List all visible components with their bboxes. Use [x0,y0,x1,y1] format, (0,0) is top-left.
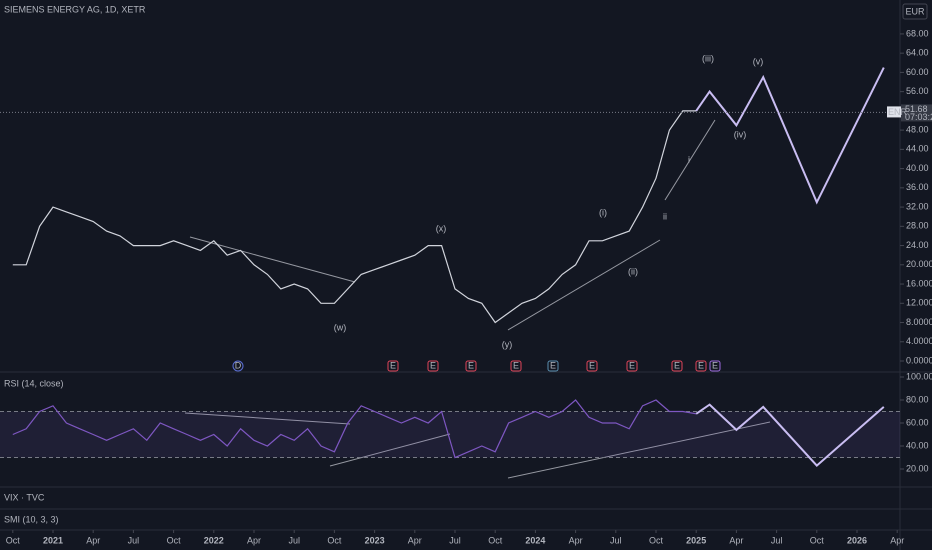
vix-title: VIX · TVC [4,492,45,502]
x-tick-label: Oct [6,535,21,545]
wave-label: (w) [334,322,347,332]
wave-label: (ii) [628,266,638,276]
wave-label: (v) [753,56,764,66]
x-tick-label: 2021 [43,535,63,545]
event-marker [510,360,522,372]
x-tick-label: Apr [247,535,261,545]
wave-label: (iv) [734,129,747,139]
x-tick-label: 2025 [686,535,706,545]
series-line [12,110,697,324]
y-tick-label: 4.0000 [906,336,932,346]
currency-box[interactable] [902,3,928,20]
event-label: E [698,360,704,370]
event-marker [427,360,439,372]
wave-label: (iii) [702,53,714,63]
event-label: E [468,360,474,370]
event-marker [387,360,399,372]
x-tick-label: Oct [810,535,825,545]
wave-label: ii [663,211,667,221]
x-tick-label: Jul [288,535,300,545]
y-tick-label: 0.0000 [906,355,932,365]
series-line [12,399,697,459]
x-tick-label: Jul [128,535,140,545]
y-tick-label: 60.00 [906,67,929,77]
event-marker [547,360,559,372]
event-label: E [513,360,519,370]
y-tick-label: 16.0000 [906,278,932,288]
x-tick-label: 2022 [204,535,224,545]
symbol: ENR [888,107,908,117]
event-marker [465,360,477,372]
x-tick-label: 2024 [525,535,545,545]
wave-label: (i) [599,207,607,217]
x-tick-label: 2026 [847,535,867,545]
event-marker [626,360,638,372]
y-tick-label: 56.00 [906,86,929,96]
x-tick-label: Jul [449,535,461,545]
y-tick-label: 32.00 [906,201,929,211]
y-tick-label: 40.00 [906,440,929,450]
event-label: E [712,360,718,370]
event-marker [586,360,598,372]
smi-title: SMI (10, 3, 3) [4,514,59,524]
y-tick-label: 60.00 [906,417,929,427]
event-label: E [550,360,556,370]
event-label: E [589,360,595,370]
projection-line [695,403,885,467]
symbol-tag [887,106,901,118]
event-label: E [629,360,635,370]
event-label: E [430,360,436,370]
wave-label: (x) [436,223,447,233]
event-label: E [390,360,396,370]
chart-title: SIEMENS ENERGY AG, 1D, XETR [4,4,146,14]
price-tag [901,104,932,122]
event-label: E [674,360,680,370]
y-tick-label: 40.00 [906,163,929,173]
projection-line [695,67,885,205]
y-tick-label: 68.00 [906,28,929,38]
last-price: 51.68 [905,104,928,114]
y-tick-label: 20.0000 [906,259,932,269]
y-tick-label: 36.00 [906,182,929,192]
y-tick-label: 80.00 [906,394,929,404]
x-tick-label: Apr [408,535,422,545]
x-tick-label: Jul [771,535,783,545]
y-tick-label: 8.0000 [906,317,932,327]
event-marker [232,360,244,372]
y-tick-label: 100.00 [906,371,932,381]
x-tick-label: 2023 [365,535,385,545]
y-tick-label: 20.00 [906,463,929,473]
x-tick-label: Oct [327,535,342,545]
x-tick-label: Apr [569,535,583,545]
y-tick-label: 48.00 [906,124,929,134]
y-tick-label: 12.0000 [906,298,932,308]
y-tick-label: 44.00 [906,144,929,154]
rsi-band [0,411,900,458]
x-tick-label: Oct [649,535,664,545]
x-tick-label: Oct [167,535,182,545]
x-tick-label: Jul [610,535,622,545]
event-label: D [235,360,242,370]
wave-label: (y) [502,339,513,349]
event-marker [695,360,707,372]
wave-label: i [688,154,690,164]
rsi-title: RSI (14, close) [4,378,64,388]
x-tick-label: Apr [729,535,743,545]
x-tick-label: Apr [86,535,100,545]
currency[interactable]: EUR [905,6,925,16]
y-tick-label: 64.00 [906,48,929,58]
countdown: 07:03:28 [905,112,932,122]
y-tick-label: 24.00 [906,240,929,250]
event-marker [709,360,721,372]
event-marker [671,360,683,372]
x-tick-label: Oct [488,535,503,545]
y-tick-label: 28.00 [906,221,929,231]
x-tick-label: Apr [890,535,904,545]
